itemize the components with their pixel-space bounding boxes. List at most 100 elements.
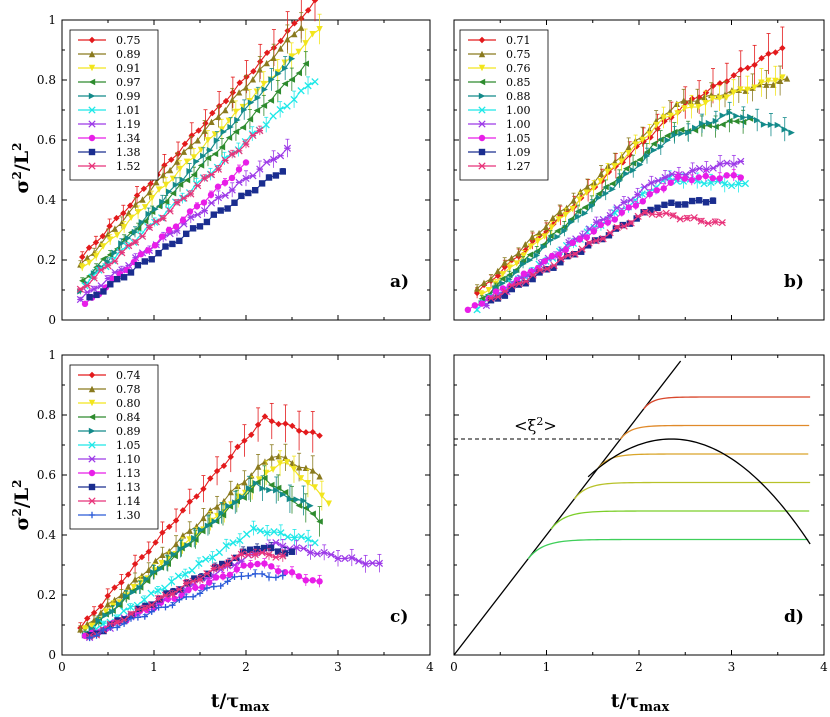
data-point (316, 25, 323, 33)
data-point (668, 170, 676, 178)
data-point (79, 253, 86, 261)
data-point (671, 131, 678, 139)
data-point (187, 213, 195, 221)
data-point (275, 70, 282, 77)
linear-growth-line (453, 360, 682, 656)
data-point (279, 572, 286, 579)
panel-label: b) (784, 272, 804, 292)
data-point (627, 219, 635, 227)
data-point (646, 131, 653, 138)
data-point (535, 229, 543, 237)
data-point (113, 214, 120, 222)
data-point (138, 218, 146, 226)
x-tick-label: 0 (450, 660, 458, 674)
data-point (760, 121, 768, 128)
data-point (148, 256, 155, 263)
data-point (683, 214, 691, 222)
data-point (307, 502, 314, 509)
data-point (256, 66, 263, 73)
data-point (261, 474, 268, 482)
data-point (758, 79, 765, 86)
data-point (275, 420, 282, 428)
data-point (260, 102, 268, 109)
data-point (266, 486, 273, 494)
data-point (643, 152, 651, 160)
data-point (100, 626, 107, 634)
data-point (487, 294, 495, 302)
data-point (327, 550, 335, 559)
saturation-curve (596, 453, 809, 470)
data-point (109, 608, 116, 615)
y-tick-label: 0.6 (37, 133, 56, 147)
data-point (114, 275, 121, 283)
data-point (207, 507, 214, 514)
data-point (763, 81, 770, 88)
data-point (139, 196, 146, 203)
data-point (527, 268, 535, 275)
series-0.75 (79, 0, 319, 263)
data-point (90, 274, 98, 282)
data-point (134, 209, 142, 216)
data-point (702, 199, 710, 206)
data-point (184, 542, 191, 549)
data-point (208, 553, 217, 562)
data-point (625, 149, 632, 157)
data-point (148, 608, 155, 615)
data-point (627, 196, 635, 204)
legend-marker (88, 148, 96, 156)
data-point (102, 612, 109, 619)
data-point (734, 179, 743, 188)
data-point (547, 236, 554, 244)
data-point (275, 567, 282, 575)
data-point (702, 172, 709, 180)
data-point (207, 170, 216, 179)
data-point (169, 240, 176, 248)
data-point (295, 502, 303, 509)
data-point (597, 170, 605, 177)
legend-label: 1.00 (506, 104, 531, 117)
data-point (189, 225, 197, 232)
legend-marker (478, 92, 486, 100)
data-point (214, 165, 223, 173)
data-point (616, 177, 623, 185)
data-point (664, 137, 671, 144)
saturation-curve (527, 538, 809, 560)
data-point (506, 271, 513, 279)
data-point (492, 288, 500, 295)
data-point (148, 601, 156, 609)
data-point (203, 218, 211, 226)
data-point (737, 174, 744, 181)
data-point (172, 517, 180, 524)
data-point (141, 604, 149, 613)
data-point (104, 262, 112, 270)
legend-label: 1.27 (506, 160, 531, 173)
data-point (168, 590, 177, 598)
data-point (564, 251, 572, 259)
data-point (568, 218, 575, 226)
data-point (160, 171, 167, 179)
data-point (661, 118, 668, 125)
data-point (155, 203, 163, 210)
data-point (227, 453, 234, 461)
data-point (581, 204, 589, 211)
data-point (611, 163, 618, 170)
data-point (168, 156, 175, 163)
data-point (134, 261, 142, 269)
data-point (245, 572, 252, 580)
data-point (172, 181, 180, 189)
panel-b: b)0.710.750.760.850.881.001.001.051.091.… (453, 19, 825, 321)
data-point (219, 573, 227, 580)
data-point (584, 183, 591, 191)
data-point (522, 241, 529, 248)
data-point (527, 243, 534, 250)
data-point (355, 557, 363, 565)
x-tick-label: 1 (543, 660, 551, 674)
data-point (161, 591, 170, 599)
data-point (709, 197, 717, 204)
data-point (261, 560, 268, 567)
data-point (131, 238, 140, 246)
data-point (133, 192, 141, 199)
data-point (599, 235, 607, 243)
y-axis-label-bottom: σ2/L2 (10, 479, 33, 530)
data-point (222, 106, 229, 114)
